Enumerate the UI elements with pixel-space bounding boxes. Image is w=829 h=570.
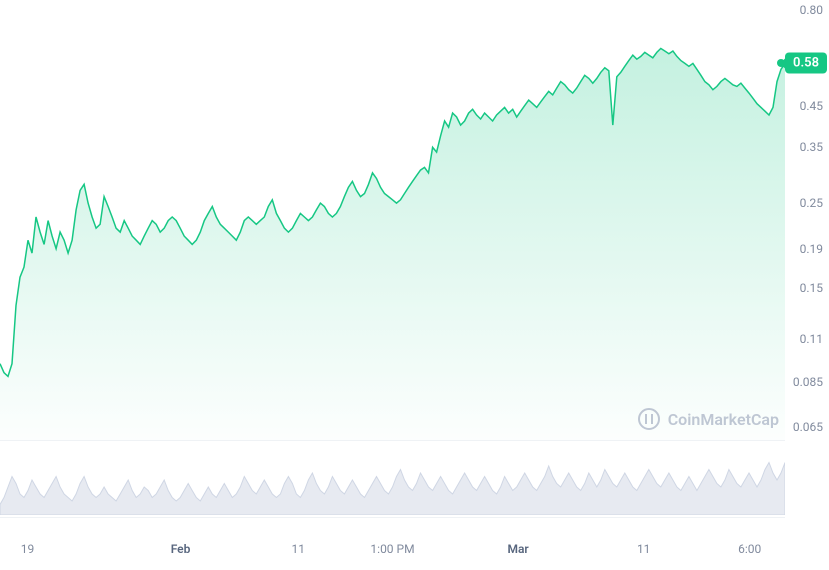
x-tick-label: Mar [507,542,528,556]
x-tick-label: 11 [637,542,651,556]
y-tick-label: 0.19 [800,242,823,256]
price-line-chart [0,0,785,440]
x-tick-label: 19 [21,542,35,556]
volume-chart [0,445,785,515]
chart-divider [0,440,785,441]
y-tick-label: 0.25 [800,196,823,210]
watermark-text: CoinMarketCap [668,410,779,429]
price-chart-area[interactable] [0,0,785,440]
x-tick-label: 1:00 PM [370,542,414,556]
y-tick-label: 0.065 [793,420,823,434]
x-axis: 19 Feb 11 1:00 PM Mar 11 6:00 [0,542,785,562]
watermark: CoinMarketCap [638,408,779,430]
y-axis: 0.80 0.58 0.45 0.35 0.25 0.19 0.15 0.11 0.085 0.0… [785,0,829,520]
x-axis-divider [0,517,785,518]
y-tick-label: 0.15 [800,281,823,295]
y-tick-label: 0.085 [793,375,823,389]
y-tick-label: 0.45 [800,99,823,113]
coinmarketcap-icon [638,408,660,430]
x-tick-label: 11 [292,542,306,556]
x-tick-label: 6:00 [738,542,761,556]
current-price-badge: 0.58 [785,53,827,74]
y-tick-label: 0.80 [800,3,823,17]
x-tick-label: Feb [171,542,191,556]
y-tick-label: 0.11 [800,332,823,346]
y-tick-label: 0.35 [800,140,823,154]
